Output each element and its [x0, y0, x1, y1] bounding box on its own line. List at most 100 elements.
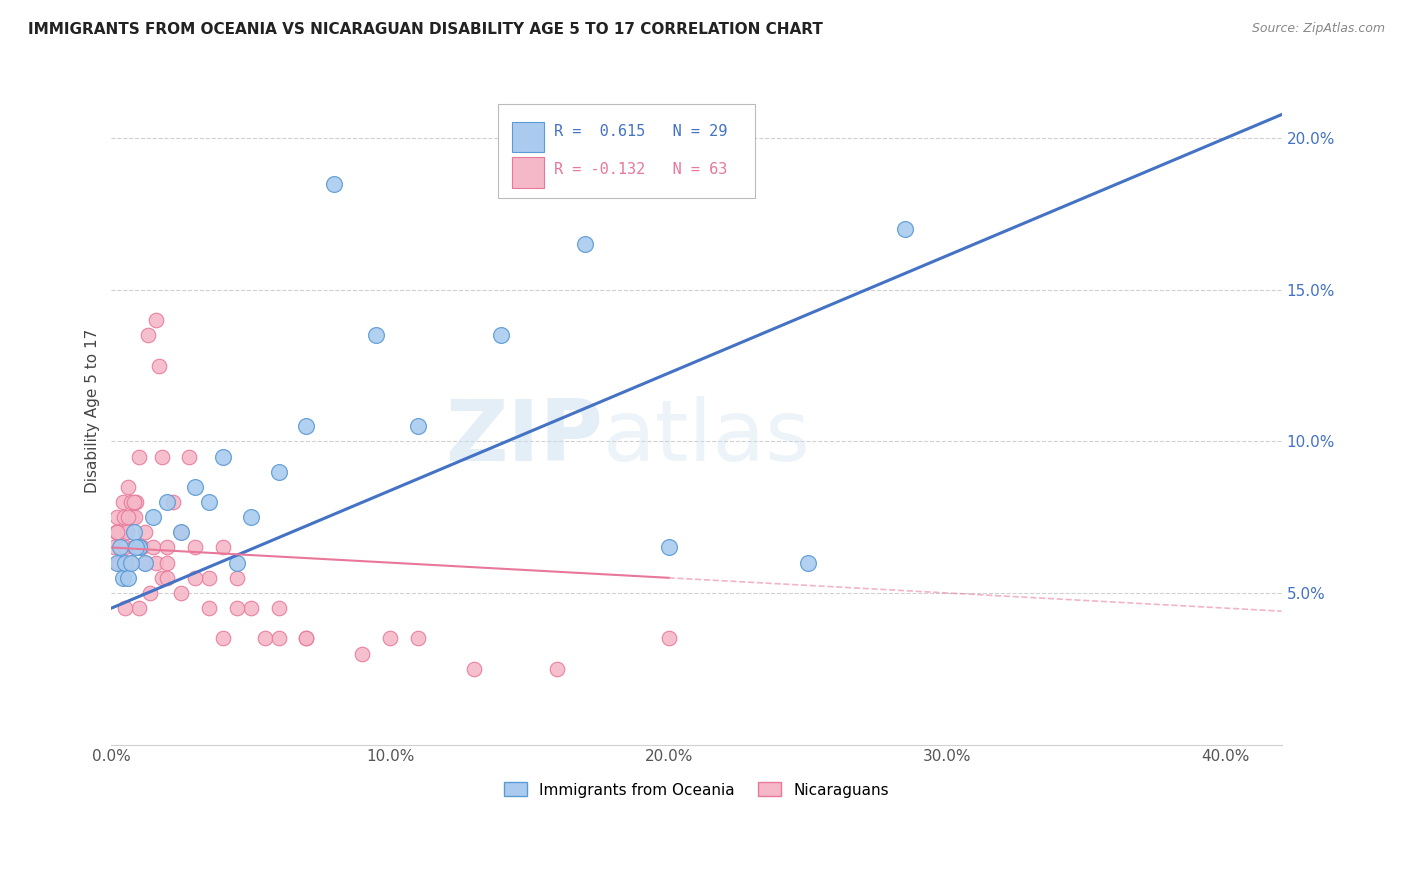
Point [364, 328, 387, 343]
Point [108, 525, 131, 540]
Point [211, 632, 233, 646]
Point [112, 510, 135, 524]
Point [121, 510, 143, 524]
Point [546, 662, 568, 676]
Point [198, 601, 221, 615]
Point [114, 601, 136, 615]
Point [184, 480, 207, 494]
Point [463, 662, 485, 676]
Point [105, 525, 128, 540]
Point [150, 450, 173, 464]
Point [658, 541, 681, 555]
Point [797, 556, 820, 570]
FancyBboxPatch shape [512, 122, 544, 153]
Point [267, 632, 290, 646]
Point [122, 495, 145, 509]
Point [111, 571, 134, 585]
Point [105, 556, 128, 570]
Point [150, 571, 173, 585]
Point [295, 632, 318, 646]
Point [239, 601, 262, 615]
Point [406, 419, 429, 434]
Point [145, 556, 167, 570]
Point [225, 601, 247, 615]
Point [156, 556, 179, 570]
FancyBboxPatch shape [512, 158, 544, 187]
Point [323, 177, 346, 191]
Point [125, 541, 148, 555]
Point [115, 525, 138, 540]
Point [225, 571, 247, 585]
Point [117, 480, 139, 494]
Point [211, 450, 233, 464]
Point [134, 525, 156, 540]
Text: atlas: atlas [603, 396, 811, 479]
Point [156, 495, 179, 509]
Point [170, 586, 193, 600]
Point [139, 586, 162, 600]
Point [198, 571, 221, 585]
Legend: Immigrants from Oceania, Nicaraguans: Immigrants from Oceania, Nicaraguans [498, 776, 894, 804]
Point [120, 495, 142, 509]
Point [118, 556, 141, 570]
Point [134, 556, 156, 570]
Point [103, 541, 125, 555]
Point [110, 541, 132, 555]
Point [128, 541, 150, 555]
Point [184, 571, 207, 585]
Point [111, 556, 134, 570]
Point [267, 601, 290, 615]
Point [406, 632, 429, 646]
Point [107, 556, 129, 570]
Point [170, 525, 193, 540]
Text: R =  0.615   N = 29: R = 0.615 N = 29 [554, 124, 727, 139]
Point [184, 541, 207, 555]
Point [114, 541, 136, 555]
Point [148, 359, 170, 373]
Point [122, 541, 145, 555]
Y-axis label: Disability Age 5 to 17: Disability Age 5 to 17 [86, 329, 100, 493]
Text: Source: ZipAtlas.com: Source: ZipAtlas.com [1251, 22, 1385, 36]
Point [267, 465, 290, 479]
Text: IMMIGRANTS FROM OCEANIA VS NICARAGUAN DISABILITY AGE 5 TO 17 CORRELATION CHART: IMMIGRANTS FROM OCEANIA VS NICARAGUAN DI… [28, 22, 823, 37]
Point [295, 632, 318, 646]
Point [162, 495, 184, 509]
Text: ZIP: ZIP [446, 396, 603, 479]
Point [658, 632, 681, 646]
Point [104, 525, 127, 540]
Point [134, 556, 156, 570]
Point [120, 556, 142, 570]
Point [108, 541, 131, 555]
Point [170, 525, 193, 540]
Point [156, 541, 179, 555]
FancyBboxPatch shape [498, 104, 755, 197]
Point [295, 419, 318, 434]
Point [125, 495, 148, 509]
Point [491, 328, 513, 343]
Point [894, 222, 917, 236]
Text: R = -0.132   N = 63: R = -0.132 N = 63 [554, 162, 727, 177]
Point [122, 525, 145, 540]
Point [574, 237, 596, 252]
Point [131, 541, 153, 555]
Point [136, 328, 159, 343]
Point [352, 647, 374, 661]
Point [198, 495, 221, 509]
Point [239, 510, 262, 524]
Point [128, 541, 150, 555]
Point [142, 541, 165, 555]
Point [156, 571, 179, 585]
Point [378, 632, 401, 646]
Point [145, 313, 167, 327]
Point [108, 556, 131, 570]
Point [128, 601, 150, 615]
Point [114, 556, 136, 570]
Point [211, 541, 233, 555]
Point [124, 510, 146, 524]
Point [253, 632, 276, 646]
Point [105, 510, 128, 524]
Point [111, 495, 134, 509]
Point [225, 556, 247, 570]
Point [179, 450, 201, 464]
Point [117, 571, 139, 585]
